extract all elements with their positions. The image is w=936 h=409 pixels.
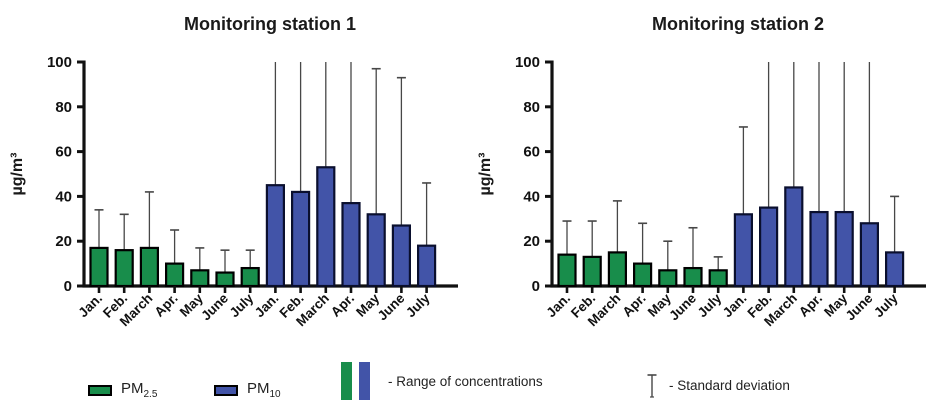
y-tick-label: 40 <box>523 188 540 205</box>
charts-row: Monitoring station 1 µg/m³ 0 20 40 60 80 100 J… <box>0 0 936 352</box>
chart-station-1: Monitoring station 1 µg/m³ 0 20 40 60 80 100 J… <box>0 0 468 352</box>
plot-area: 020406080100Jan.Feb.MarchApr.MayJuneJuly… <box>515 54 926 329</box>
legend-item-range: - Range of concentrations <box>341 362 543 400</box>
x-tick-label: June <box>198 290 231 323</box>
pm25-label: PM2.5 <box>121 380 158 400</box>
x-tick-label: Jan. <box>75 291 105 321</box>
bar-pm25-may <box>190 269 210 288</box>
bar-pm25-may <box>658 269 678 288</box>
bar-pm10-march <box>316 166 336 288</box>
x-tick-label: June <box>375 290 408 323</box>
bar-pm10-march <box>784 186 804 288</box>
x-tick-label: Jan. <box>252 291 282 321</box>
range-label: - Range of concentrations <box>388 373 543 389</box>
chart-svg-station-1: Monitoring station 1 µg/m³ 0 20 40 60 80 100 J… <box>9 14 458 329</box>
bar-pm10-apr <box>341 202 361 288</box>
y-tick-label: 60 <box>523 144 540 161</box>
y-tick-label: 20 <box>523 233 540 250</box>
bar-pm25-march <box>139 246 159 288</box>
bar-pm25-feb <box>114 249 134 288</box>
plot-area: 020406080100Jan.Feb.MarchApr.MayJuneJuly… <box>47 54 458 329</box>
y-axis-label: µg/m³ <box>477 153 494 196</box>
x-tick-label: July <box>695 290 725 320</box>
legend-item-sd: - Standard deviation <box>645 372 790 398</box>
bar-pm10-may <box>366 213 386 288</box>
chart-svg-station-2: Monitoring station 2 µg/m³ 0 20 40 60 80 100 J… <box>477 14 926 329</box>
pm10-label: PM10 <box>247 380 281 400</box>
bar-pm10-may <box>834 210 854 288</box>
bar-pm10-july <box>885 251 905 288</box>
bar-pm25-june <box>215 271 235 288</box>
y-tick-label: 0 <box>532 278 540 295</box>
y-tick-label: 100 <box>47 54 72 71</box>
standard-deviation-icon <box>647 374 657 398</box>
sd-label: - Standard deviation <box>669 377 790 393</box>
x-tick-label: July <box>403 290 433 320</box>
bar-pm10-feb <box>291 190 311 288</box>
y-tick-label: 0 <box>64 278 72 295</box>
x-tick-label: June <box>666 290 699 323</box>
range-of-concentrations-icon <box>341 362 370 400</box>
chart-title: Monitoring station 1 <box>184 14 356 34</box>
chart-title: Monitoring station 2 <box>652 14 824 34</box>
bar-pm10-july <box>417 244 437 288</box>
bar-pm10-apr <box>809 210 829 288</box>
y-tick-label: 80 <box>55 99 72 116</box>
x-tick-label: Jan. <box>720 291 750 321</box>
bar-pm25-march <box>607 251 627 288</box>
bar-pm10-june <box>859 222 879 288</box>
bar-pm10-jan <box>733 213 753 288</box>
legend: PM2.5 PM10 - Range of concentrations - S… <box>0 358 936 408</box>
y-tick-label: 60 <box>55 144 72 161</box>
y-tick-label: 80 <box>523 99 540 116</box>
x-tick-label: July <box>871 290 901 320</box>
y-axis-label: µg/m³ <box>9 153 26 196</box>
pm10-swatch-icon <box>214 384 238 396</box>
x-tick-label: Apr. <box>620 291 649 320</box>
bar-pm25-june <box>683 266 703 288</box>
bar-pm25-jan <box>89 246 109 288</box>
bar-pm25-july <box>240 266 260 288</box>
bar-pm25-july <box>708 269 728 288</box>
bar-pm25-feb <box>582 255 602 288</box>
y-tick-label: 40 <box>55 188 72 205</box>
chart-station-2: Monitoring station 2 µg/m³ 0 20 40 60 80 100 J… <box>468 0 936 352</box>
bar-pm10-june <box>391 224 411 288</box>
x-tick-label: June <box>843 290 876 323</box>
legend-item-pm10: PM10 <box>214 380 281 400</box>
bar-pm25-apr <box>633 262 653 288</box>
y-tick-label: 100 <box>515 54 540 71</box>
x-tick-label: Jan. <box>543 291 573 321</box>
y-tick-label: 20 <box>55 233 72 250</box>
bar-pm25-jan <box>557 253 577 288</box>
x-tick-label: July <box>227 290 257 320</box>
pm25-swatch-icon <box>88 384 112 396</box>
bar-pm10-jan <box>265 184 285 288</box>
x-tick-label: Apr. <box>152 291 181 320</box>
bar-pm25-apr <box>165 262 185 288</box>
x-tick-label: Apr. <box>796 291 825 320</box>
x-tick-label: Apr. <box>328 291 357 320</box>
legend-item-pm25: PM2.5 <box>88 380 157 400</box>
bar-pm10-feb <box>759 206 779 288</box>
